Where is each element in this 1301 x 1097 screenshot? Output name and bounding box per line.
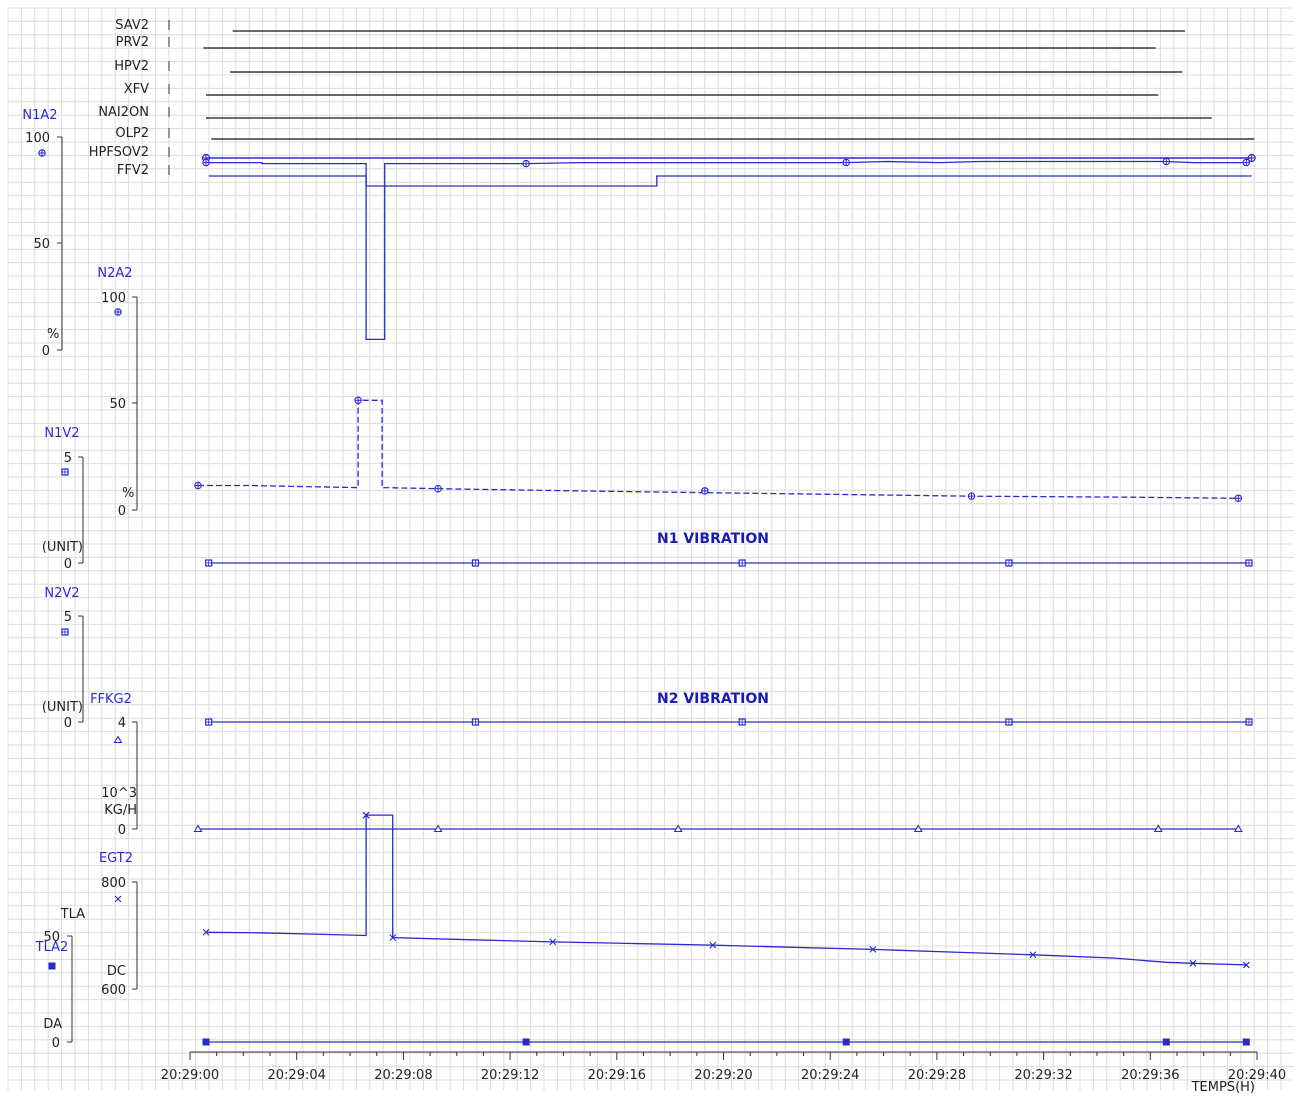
n1v2-unit-label: (UNIT) <box>42 540 83 555</box>
n2a2-series-name: N2A2 <box>97 266 132 281</box>
data-point-marker <box>362 811 370 819</box>
n1a2-y-tick-label: 100 <box>25 131 50 146</box>
tla2-y-tick-label: 0 <box>52 1036 60 1051</box>
egt2-line <box>205 814 1247 966</box>
n2a2-y-tick-label: 50 <box>109 397 126 412</box>
x-tick-label: 20:29:36 <box>1121 1068 1179 1083</box>
data-point-marker <box>549 938 557 946</box>
n2a2-y-tick-label: 0 <box>118 504 126 519</box>
time-axis: 20:29:00 20:29:04 20:29:08 20:29:12 20:29:16… <box>161 1051 1286 1095</box>
egt2-series-name: EGT2 <box>99 851 133 866</box>
n2a2-unit-label: % <box>122 486 134 501</box>
data-point-marker <box>202 1038 210 1046</box>
signal-label-sav2: SAV2 <box>115 18 149 33</box>
x-tick-label: 20:29:12 <box>481 1068 539 1083</box>
n2v2-series-name: N2V2 <box>44 586 79 601</box>
n1v2-panel-title: N1 VIBRATION <box>657 531 769 547</box>
n2a2-y-tick-label: 100 <box>101 291 126 306</box>
data-point-marker <box>842 1038 850 1046</box>
data-point-marker <box>1153 824 1163 833</box>
x-tick-label: 20:29:08 <box>374 1068 432 1083</box>
n1a2-line <box>206 160 1247 341</box>
egt2-y-tick-label: 600 <box>101 983 126 998</box>
data-point-marker <box>433 824 443 833</box>
data-point-marker <box>1029 951 1037 959</box>
tla2-unit-label: DA <box>43 1017 62 1032</box>
x-tick-label: 20:29:24 <box>801 1068 859 1083</box>
discrete-signals: SAV2 PRV2 HPV2 XFV NAI2ON OLP2 HPFSOV2 FFV2 <box>89 18 1256 187</box>
data-point-marker <box>113 735 123 744</box>
data-point-marker <box>709 941 717 949</box>
tla-axis-title: TLA <box>60 907 85 922</box>
n2a2-line <box>198 399 1239 499</box>
n1a2-unit-label: % <box>47 327 59 342</box>
data-series <box>193 157 1253 1046</box>
x-tick-label: 20:29:04 <box>268 1068 326 1083</box>
n1a2-y-tick-label: 0 <box>42 344 50 359</box>
data-point-marker <box>1233 824 1243 833</box>
n1a2-y-tick-label: 50 <box>33 237 50 252</box>
ffkg2-series-name: FFKG2 <box>90 692 132 707</box>
static-labels: % % (UNIT) (UNIT) 10^3 KG/H DC TLA DA <box>42 327 137 1032</box>
signal-label-nai2on: NAI2ON <box>98 105 149 120</box>
x-tick-label: 20:29:16 <box>588 1068 646 1083</box>
n1a2-series-name: N1A2 <box>22 108 57 123</box>
ffkg2-y-tick-label: 0 <box>118 823 126 838</box>
data-point-marker <box>673 824 683 833</box>
n1v2-y-tick-label: 5 <box>64 451 72 466</box>
background-grid <box>7 7 1294 1090</box>
data-point-marker <box>913 824 923 833</box>
data-point-marker <box>1242 961 1250 969</box>
n2v2-panel-title: N2 VIBRATION <box>657 691 769 707</box>
data-point-marker <box>1189 959 1197 967</box>
signal-label-xfv: XFV <box>124 82 149 97</box>
n1v2-series-name: N1V2 <box>44 426 79 441</box>
signal-label-ffv2: FFV2 <box>117 163 149 178</box>
signal-label-olp2: OLP2 <box>115 126 149 141</box>
data-point-marker <box>193 824 203 833</box>
ffkg2-y-tick-label: 4 <box>118 716 126 731</box>
data-point-marker <box>522 1038 530 1046</box>
data-point-marker <box>869 946 877 953</box>
signal-trace-ffv2 <box>208 175 1252 187</box>
x-axis-title: TEMPS(H) <box>1191 1080 1255 1095</box>
data-point-marker <box>1162 1038 1170 1046</box>
n1v2-y-tick-label: 0 <box>64 557 72 572</box>
x-tick-label: 20:29:00 <box>161 1068 219 1083</box>
x-tick-label: 20:29:32 <box>1014 1068 1072 1083</box>
data-point-marker <box>1242 1038 1250 1046</box>
data-point-marker <box>389 934 397 942</box>
x-tick-label: 20:29:28 <box>908 1068 966 1083</box>
n2v2-unit-label: (UNIT) <box>42 700 83 715</box>
signal-label-hpfsov2: HPFSOV2 <box>89 145 149 160</box>
data-point-marker <box>202 928 210 936</box>
x-tick-label: 20:29:40 <box>1228 1068 1286 1083</box>
n2v2-y-tick-label: 5 <box>64 610 72 625</box>
n2v2-y-tick-label: 0 <box>64 716 72 731</box>
ffkg2-unit-label-2: KG/H <box>104 803 137 818</box>
data-point-marker <box>114 895 122 903</box>
signal-label-prv2: PRV2 <box>116 35 149 50</box>
egt2-y-tick-label: 800 <box>101 876 126 891</box>
tla2-series-name: TLA2 <box>35 940 69 955</box>
ffkg2-unit-label-1: 10^3 <box>101 786 137 801</box>
data-point-marker <box>48 962 56 970</box>
x-tick-label: 20:29:20 <box>694 1068 752 1083</box>
egt2-unit-label: DC <box>107 964 126 979</box>
signal-label-hpv2: HPV2 <box>114 59 149 74</box>
tla2-y-tick-label: 50 <box>43 930 60 945</box>
